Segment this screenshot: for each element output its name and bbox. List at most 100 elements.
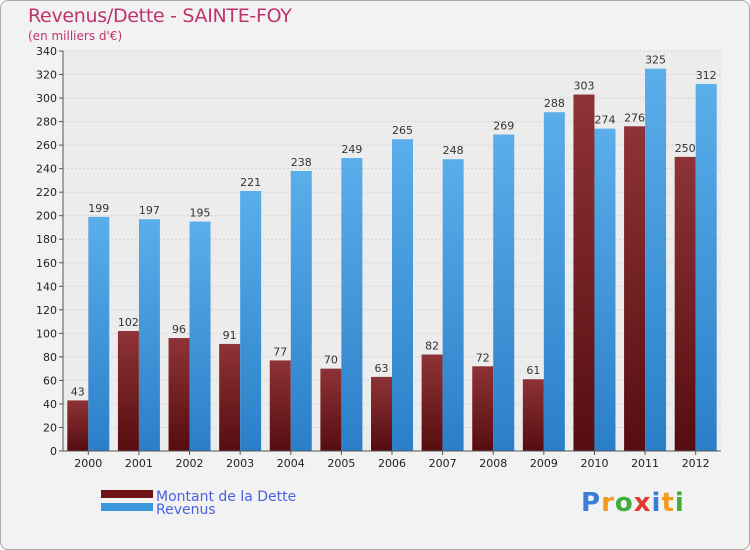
y-tick-label: 220 <box>36 186 57 199</box>
data-label-dette-2004: 77 <box>273 345 287 358</box>
x-axis: 2000 2001 2002 2003 2004 2005 2006 2007 2008 2009… <box>63 450 721 470</box>
y-tick-label: 160 <box>36 257 57 270</box>
data-label-dette-2000: 43 <box>71 385 85 398</box>
bar-revenus-2011 <box>645 68 667 451</box>
bar-dette-2012 <box>674 156 696 451</box>
x-tick-label: 2011 <box>631 457 659 470</box>
bar-revenus-2008 <box>493 134 515 451</box>
data-label-revenus-2007: 248 <box>443 144 464 157</box>
logo-letter: t <box>661 488 675 518</box>
y-tick-label: 240 <box>36 163 57 176</box>
y-tick-label: 80 <box>43 351 57 364</box>
y-tick-label: 100 <box>36 327 57 340</box>
data-label-dette-2007: 82 <box>425 340 439 353</box>
x-tick-label: 2009 <box>530 457 558 470</box>
legend-swatch-dette <box>101 490 153 498</box>
bar-revenus-2003 <box>240 191 262 451</box>
bar-revenus-2010 <box>594 128 616 451</box>
y-tick-label: 120 <box>36 304 57 317</box>
data-labels: 43 199 102 197 96 195 91 221 77 238 70 249 63 265 82 24… <box>71 54 717 399</box>
data-label-dette-2010: 303 <box>573 80 594 93</box>
data-label-dette-2012: 250 <box>675 142 696 155</box>
x-tick-label: 2008 <box>479 457 507 470</box>
x-tick-label: 2010 <box>580 457 608 470</box>
chart-subtitle: (en milliers d'€) <box>28 29 123 43</box>
logo-letter: i <box>651 488 662 518</box>
data-label-revenus-2011: 325 <box>645 54 666 67</box>
data-label-revenus-2005: 249 <box>341 143 362 156</box>
logo-letter: o <box>614 488 634 518</box>
bar-dette-2008 <box>472 366 494 451</box>
y-tick-label: 320 <box>36 69 57 82</box>
x-tick-label: 2007 <box>429 457 457 470</box>
y-tick-label: 20 <box>43 421 57 434</box>
y-tick-label: 340 <box>36 45 57 58</box>
bar-dette-2004 <box>269 360 291 451</box>
data-label-dette-2002: 96 <box>172 323 186 336</box>
x-tick-label: 2003 <box>226 457 254 470</box>
bar-revenus-2002 <box>189 221 211 451</box>
data-label-revenus-2003: 221 <box>240 176 261 189</box>
bar-revenus-2012 <box>695 83 717 452</box>
legend-label-revenus: Revenus <box>156 502 216 518</box>
y-tick-label: 300 <box>36 92 57 105</box>
logo-letter: x <box>633 488 652 518</box>
data-label-dette-2006: 63 <box>375 362 389 375</box>
data-label-revenus-2012: 312 <box>696 69 717 82</box>
y-axis: 0 20 40 60 80 100 120 140 160 180 200 220 240 260 280 3… <box>36 45 64 458</box>
x-tick-label: 2001 <box>125 457 153 470</box>
data-label-revenus-2001: 197 <box>139 204 160 217</box>
data-label-revenus-2006: 265 <box>392 124 413 137</box>
bar-dette-2011 <box>624 126 646 451</box>
y-tick-label: 180 <box>36 233 57 246</box>
data-label-revenus-2000: 199 <box>88 202 109 215</box>
y-tick-label: 0 <box>50 445 57 458</box>
bar-dette-2010 <box>573 94 595 451</box>
y-tick-label: 40 <box>43 398 57 411</box>
data-label-dette-2008: 72 <box>476 351 490 364</box>
bar-dette-2002 <box>168 338 190 451</box>
y-tick-label: 280 <box>36 116 57 129</box>
data-label-dette-2003: 91 <box>223 329 237 342</box>
bar-dette-2000 <box>67 400 89 451</box>
x-tick-label: 2004 <box>277 457 305 470</box>
bar-dette-2009 <box>522 379 544 451</box>
logo-letter: r <box>601 488 615 518</box>
bar-revenus-2001 <box>138 219 160 451</box>
y-tick-label: 60 <box>43 374 57 387</box>
data-label-dette-2009: 61 <box>526 364 540 377</box>
bar-revenus-2004 <box>290 171 312 451</box>
legend-label-dette: Montant de la Dette <box>156 489 296 505</box>
data-label-revenus-2010: 274 <box>594 114 615 127</box>
data-label-dette-2001: 102 <box>118 316 139 329</box>
bar-revenus-2000 <box>88 216 110 451</box>
y-tick-label: 260 <box>36 139 57 152</box>
bar-revenus-2009 <box>543 112 565 452</box>
bar-revenus-2005 <box>341 158 363 451</box>
logo-letter: i <box>674 488 685 518</box>
bar-revenus-2006 <box>392 139 413 451</box>
proxiti-logo: Proxiti <box>581 488 685 518</box>
x-tick-label: 2002 <box>176 457 204 470</box>
x-tick-label: 2005 <box>327 457 355 470</box>
bar-revenus-2007 <box>442 159 464 451</box>
data-label-dette-2005: 70 <box>324 354 338 367</box>
data-label-revenus-2002: 195 <box>190 207 211 220</box>
data-label-revenus-2008: 269 <box>493 120 514 133</box>
bar-dette-2007 <box>421 354 443 451</box>
data-label-revenus-2009: 288 <box>544 97 565 110</box>
legend-swatch-revenus <box>101 503 153 511</box>
bar-dette-2006 <box>371 376 392 451</box>
data-label-revenus-2004: 238 <box>291 156 312 169</box>
logo-letter: P <box>581 488 602 518</box>
y-tick-label: 140 <box>36 280 57 293</box>
x-tick-label: 2000 <box>74 457 102 470</box>
bar-dette-2003 <box>219 343 241 451</box>
bar-dette-2001 <box>117 331 139 451</box>
x-tick-label: 2006 <box>378 457 406 470</box>
chart-title: Revenus/Dette - SAINTE-FOY <box>28 5 292 27</box>
data-label-dette-2011: 276 <box>624 111 645 124</box>
